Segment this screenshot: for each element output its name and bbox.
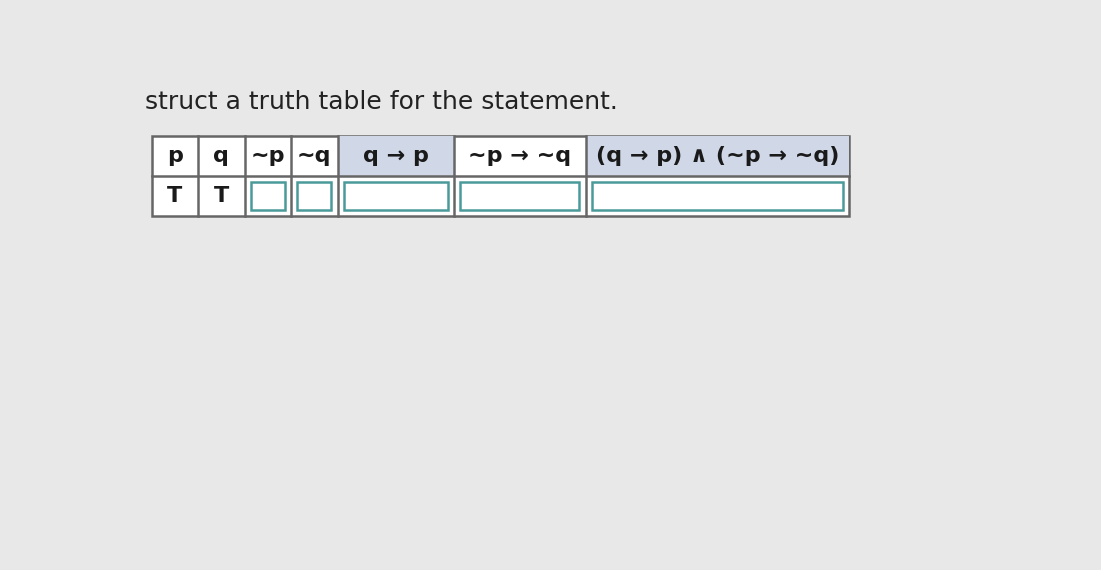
Bar <box>152 136 849 216</box>
Bar <box>297 182 331 210</box>
Bar <box>591 182 843 210</box>
Text: ~q: ~q <box>297 146 331 166</box>
Text: q: q <box>214 146 229 166</box>
Text: (q → p) ∧ (~p → ~q): (q → p) ∧ (~p → ~q) <box>596 146 839 166</box>
Text: T: T <box>167 186 183 206</box>
Text: q → p: q → p <box>362 146 428 166</box>
Text: p: p <box>167 146 183 166</box>
Bar <box>586 136 849 176</box>
Text: T: T <box>214 186 229 206</box>
Bar <box>251 182 285 210</box>
Text: ~p: ~p <box>251 146 285 166</box>
Bar <box>338 136 454 176</box>
Bar <box>344 182 448 210</box>
Text: struct a truth table for the statement.: struct a truth table for the statement. <box>145 90 619 114</box>
Text: ~p → ~q: ~p → ~q <box>468 146 571 166</box>
Bar <box>460 182 579 210</box>
